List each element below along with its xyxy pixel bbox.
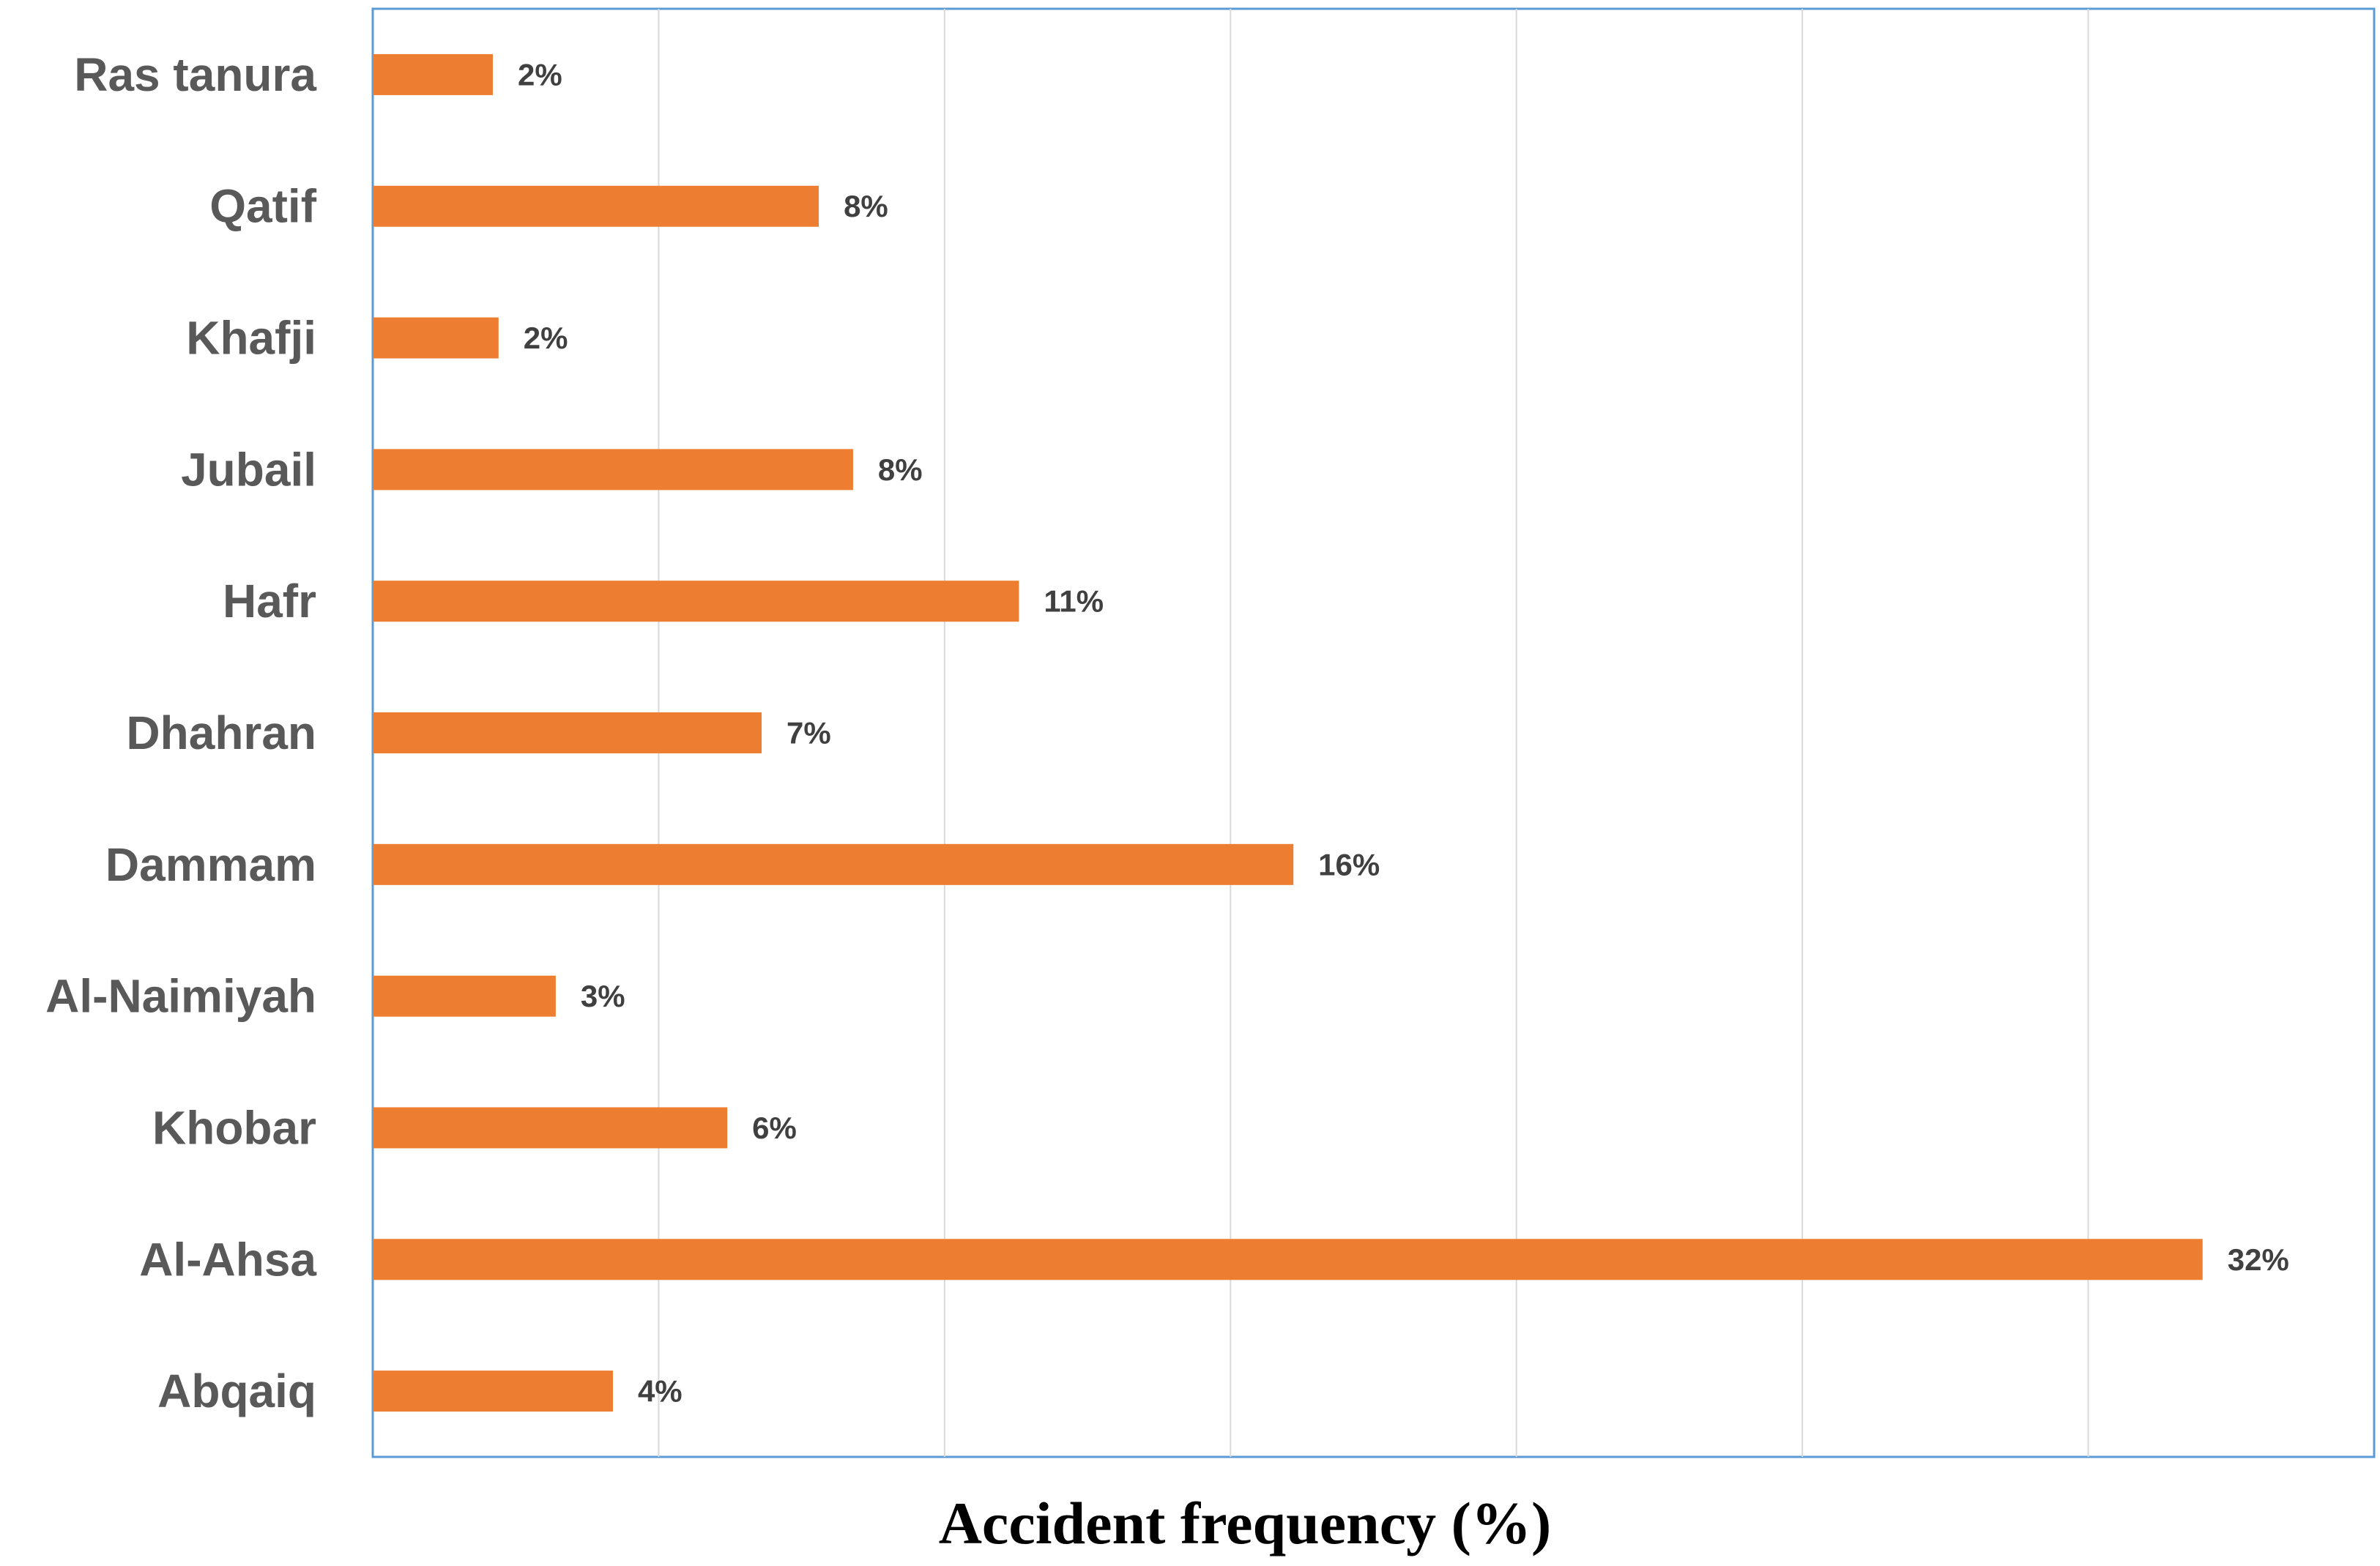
- bar: [373, 712, 762, 753]
- bar: [373, 1371, 613, 1412]
- category-label: Al-Naimiyah: [45, 970, 316, 1023]
- gridlines: [658, 9, 2089, 1457]
- category-label: Jubail: [181, 443, 316, 496]
- data-label: 8%: [844, 189, 888, 223]
- category-label: Hafr: [223, 575, 316, 627]
- bar: [373, 185, 819, 227]
- data-label: 32%: [2228, 1242, 2289, 1277]
- data-labels: 2% 8% 2% 8% 11% 7% 16% 3% 6% 32% 4%: [518, 57, 2289, 1408]
- data-label: 2%: [524, 321, 568, 355]
- bar: [373, 1107, 728, 1149]
- category-labels: Ras tanura Qatif Khafji Jubail Hafr Dhahran Da…: [45, 48, 317, 1417]
- category-label: Qatif: [209, 180, 316, 233]
- category-label: Dammam: [105, 838, 316, 891]
- data-label: 2%: [518, 57, 562, 92]
- bar: [373, 581, 1019, 622]
- bar: [373, 317, 499, 359]
- bar: [373, 843, 1294, 885]
- category-label: Ras tanura: [74, 48, 316, 101]
- data-label: 6%: [752, 1111, 797, 1145]
- data-label: 16%: [1318, 847, 1380, 881]
- bars: [373, 53, 2203, 1412]
- bar: [373, 1239, 2203, 1280]
- data-label: 4%: [638, 1374, 683, 1409]
- data-label: 3%: [581, 979, 625, 1013]
- category-label: Abqaiq: [157, 1365, 316, 1417]
- category-label: Khobar: [152, 1101, 316, 1154]
- category-label: Khafji: [186, 312, 316, 365]
- data-label: 11%: [1044, 584, 1104, 619]
- x-axis-title: Accident frequency (%): [939, 1490, 1552, 1556]
- category-label: Al-Ahsa: [139, 1233, 316, 1286]
- category-label: Dhahran: [126, 706, 316, 759]
- bar: [373, 975, 556, 1017]
- bar: [373, 449, 853, 491]
- bar: [373, 53, 493, 95]
- data-label: 8%: [878, 452, 923, 487]
- data-label: 7%: [786, 716, 831, 750]
